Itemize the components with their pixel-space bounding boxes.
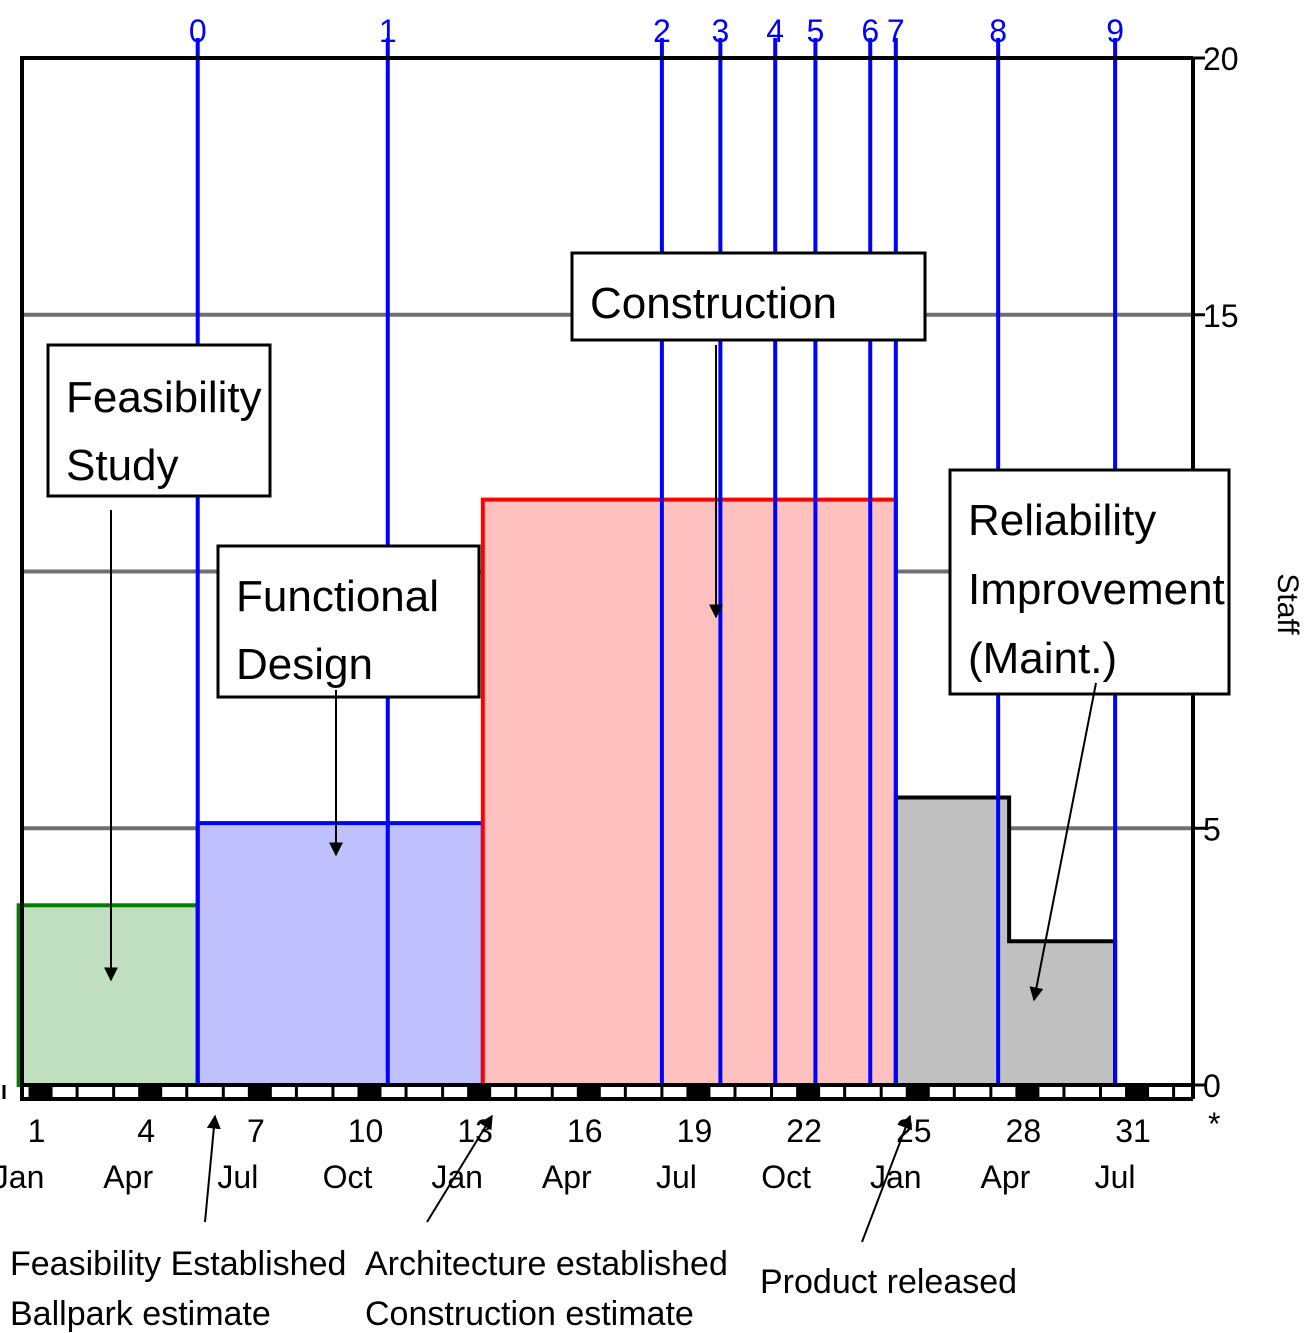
phase-label-text: Feasibility [66,373,262,422]
x-tick-label: 10 [348,1113,384,1149]
x-tick-label: 7 [247,1113,265,1149]
annotation-text: Product released [760,1263,1017,1301]
x-tick-label: 1 [28,1113,46,1149]
x-tick-block [686,1087,711,1097]
annotation-text: Construction estimate [365,1295,694,1333]
x-tick-label: 4 [137,1113,155,1149]
phase-label-text: Functional [236,572,439,621]
milestone-label: 0 [189,13,207,49]
phase-label-box [46,343,272,498]
milestone-label: 4 [766,13,784,49]
phase-label-text: Study [66,441,179,490]
x-tick-label: 31 [1115,1113,1151,1149]
x-tick-suffix: * [1208,1106,1220,1142]
x-month-label: Apr [103,1159,153,1195]
axes: 0515201Jan4Apr7Jul10Oct13Jan16Apr19Jul22… [0,41,1239,1195]
x-month-label: Jan [870,1159,922,1195]
x-tick-block [576,1087,601,1097]
phase-bar [480,497,898,1087]
x-tick-block [1015,1087,1040,1097]
milestone-label: 2 [653,13,671,49]
x-month-label: Jan [431,1159,483,1195]
y-tick-label: 20 [1203,41,1239,77]
x-tick-label: 22 [786,1113,822,1149]
milestone-label: 1 [379,13,397,49]
annotation-arrow [204,1114,221,1223]
annotations: Feasibility Established Ballpark estimate… [10,1114,1017,1333]
x-tick-block [796,1087,821,1097]
phase-label-text: Improvement [968,565,1225,614]
phase-arrow [1029,682,1097,1002]
frame-border [20,56,1193,1101]
y-tick-label: 15 [1203,298,1239,334]
annotation-text: Architecture established [365,1245,728,1283]
phase-label-box [570,251,927,342]
x-month-label: Jul [217,1159,258,1195]
x-month-label: Apr [542,1159,592,1195]
phase-bar [16,903,200,1088]
x-tick-label: 25 [896,1113,932,1149]
x-tick-block [905,1087,930,1097]
y-axis-title: Staff [1271,573,1304,635]
x-month-label: Oct [761,1159,811,1195]
x-tick-block [138,1087,163,1097]
phase-bar [195,821,485,1087]
x-month-label: Apr [981,1159,1031,1195]
annotation-text: Feasibility Established [10,1245,346,1283]
milestone-label: 9 [1106,13,1124,49]
x-tick-block [1125,1087,1150,1097]
phase-label-text: Design [236,640,373,689]
annotation-arrow [861,1114,913,1243]
annotation-arrow [426,1114,493,1223]
x-tick-block [247,1087,272,1097]
phase-label-box [216,544,481,699]
milestone-label: 5 [807,13,825,49]
phase-bar [893,795,1118,1087]
phase-label-text: Construction [590,279,837,328]
phase-label-text: Reliability [968,496,1156,545]
y-tick-label: 0 [1203,1068,1221,1104]
x-tick-label: 28 [1006,1113,1042,1149]
y-tick-label: 5 [1203,811,1221,847]
milestone-label: 7 [887,13,905,49]
annotation-text: Ballpark estimate [10,1295,271,1333]
x-month-label: Jul [656,1159,697,1195]
x-month-label: Jul [1095,1159,1136,1195]
x-month-label: Jan [0,1159,44,1195]
milestone-label: 6 [861,13,879,49]
phase-label-box [948,468,1231,696]
x-tick-block [467,1087,492,1097]
x-tick-block [357,1087,382,1097]
milestone-label: 3 [711,13,729,49]
x-tick-label: 16 [567,1113,603,1149]
phase-labels: Feasibility Study Functional Design Construc… [46,251,1231,1002]
phase-bars [16,497,1118,1088]
x-tick-label: 19 [677,1113,713,1149]
phase-label-text: (Maint.) [968,634,1117,683]
milestone-label: 8 [989,13,1007,49]
x-month-label: Oct [323,1159,373,1195]
x-tick-block [28,1087,53,1097]
